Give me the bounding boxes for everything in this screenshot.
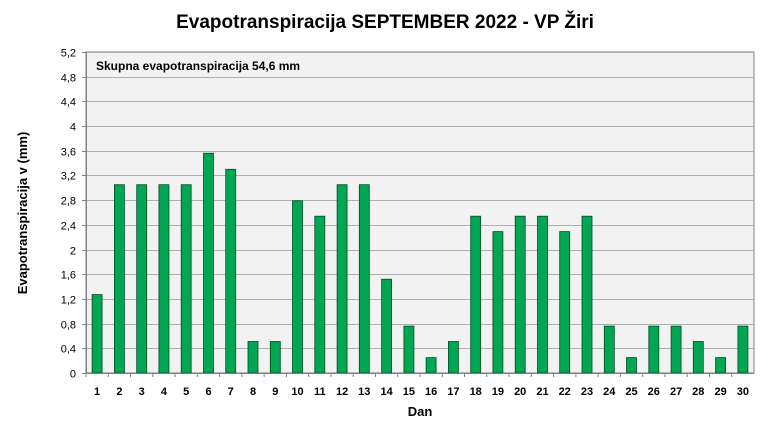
bar-day-17	[447, 341, 459, 374]
y-tick-label: 2,4	[61, 221, 76, 233]
x-tick-label: 12	[336, 386, 348, 398]
y-tick-label: 0	[70, 369, 76, 381]
y-tick-label: 0,4	[61, 344, 76, 356]
bar-day-15	[403, 325, 415, 374]
bar-day-1	[91, 294, 103, 374]
x-tick-label: 24	[603, 386, 616, 398]
x-tick-label: 13	[358, 386, 370, 398]
x-tick-label: 2	[116, 386, 122, 398]
bar-day-3	[136, 184, 148, 374]
x-tick-label: 4	[161, 386, 168, 398]
x-tick-label: 1	[94, 386, 100, 398]
bar-day-27	[670, 325, 682, 374]
bar-day-29	[715, 357, 726, 374]
y-tick-label: 1,2	[61, 295, 76, 307]
y-tick-label: 5,2	[61, 48, 76, 60]
x-tick-label: 3	[139, 386, 145, 398]
y-tick-label: 0,8	[61, 320, 76, 332]
bar-day-5	[180, 184, 192, 374]
y-tick-label: 2	[70, 246, 76, 258]
bar-day-22	[559, 231, 571, 374]
x-tick-label: 10	[291, 386, 303, 398]
y-tick-label: 3,2	[61, 171, 76, 183]
y-tick-label: 4	[70, 122, 76, 134]
bar-day-20	[514, 215, 526, 374]
x-tick-label: 9	[272, 386, 278, 398]
bar-day-2	[114, 184, 125, 374]
x-tick-label: 14	[380, 386, 393, 398]
bar-day-8	[247, 341, 259, 374]
axes	[82, 52, 754, 377]
bar-day-12	[336, 184, 348, 374]
bar-day-26	[648, 325, 660, 374]
y-tick-label: 4,4	[61, 97, 76, 109]
bar-day-9	[269, 341, 281, 374]
x-tick-label: 16	[425, 386, 437, 398]
x-tick-label: 29	[714, 386, 726, 398]
plot-area	[85, 51, 755, 374]
bar-day-24	[603, 325, 615, 374]
x-tick-label: 6	[205, 386, 211, 398]
y-tick-label: 3,6	[61, 147, 76, 159]
x-tick-label: 5	[183, 386, 189, 398]
bar-day-23	[581, 215, 593, 374]
x-axis-label: Dan	[408, 404, 433, 419]
x-tick-label: 15	[403, 386, 415, 398]
bars	[91, 152, 749, 374]
bar-day-25	[626, 357, 637, 374]
bar-day-14	[381, 278, 393, 374]
bar-day-16	[425, 357, 437, 374]
x-tick-label: 20	[514, 386, 526, 398]
y-tick-label: 2,8	[61, 196, 76, 208]
bar-day-30	[737, 325, 749, 374]
x-tick-label: 21	[536, 386, 548, 398]
x-tick-label: 17	[447, 386, 459, 398]
bar-day-28	[692, 341, 704, 374]
x-tick-labels: 1 2 3 4 5 6 7 8 9 10 11 12 13 14 15 16 17 18 19 20 21 22 23 24 2…	[94, 386, 749, 398]
total-annotation: Skupna evapotranspiracija 54,6 mm	[96, 59, 300, 73]
bar-day-6	[203, 152, 214, 374]
x-tick-label: 26	[648, 386, 660, 398]
bar-day-21	[537, 215, 548, 374]
y-axis-label: Evapotranspiracija v (mm)	[15, 132, 30, 295]
bar-day-11	[314, 215, 326, 374]
bar-day-10	[292, 200, 303, 374]
bar-day-13	[358, 184, 370, 374]
y-tick-label: 1,6	[61, 270, 76, 282]
x-tick-label: 23	[581, 386, 593, 398]
y-tick-labels: 0 0,4 0,8 1,2 1,6 2 2,4 2,8 3,2 3,6 4 4,4 4,8 5,2	[61, 48, 76, 381]
chart-title: Evapotranspiracija SEPTEMBER 2022 - VP Ž…	[176, 11, 594, 33]
x-tick-label: 19	[492, 386, 504, 398]
x-tick-label: 8	[250, 386, 256, 398]
y-gridlines	[86, 52, 754, 349]
x-tick-label: 30	[737, 386, 749, 398]
x-tick-label: 28	[692, 386, 704, 398]
x-tick-label: 22	[559, 386, 571, 398]
bar-day-4	[158, 184, 170, 374]
x-tick-label: 7	[228, 386, 234, 398]
x-tick-label: 27	[670, 386, 682, 398]
x-tick-label: 25	[625, 386, 637, 398]
bar-day-18	[470, 215, 482, 374]
x-tick-label: 18	[470, 386, 482, 398]
y-tick-label: 4,8	[61, 73, 76, 85]
bar-day-7	[225, 168, 237, 374]
x-tick-label: 11	[314, 386, 326, 398]
bar-day-19	[492, 231, 504, 374]
